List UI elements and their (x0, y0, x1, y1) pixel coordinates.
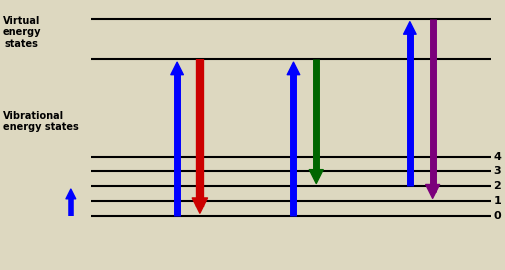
Text: Virtual
energy
states: Virtual energy states (3, 16, 41, 49)
Text: 0: 0 (492, 211, 500, 221)
Text: Vibrational
energy states: Vibrational energy states (3, 111, 78, 132)
Text: 2: 2 (492, 181, 500, 191)
Text: 4: 4 (492, 151, 500, 162)
Text: 3: 3 (492, 166, 500, 177)
Text: 1: 1 (492, 196, 500, 206)
